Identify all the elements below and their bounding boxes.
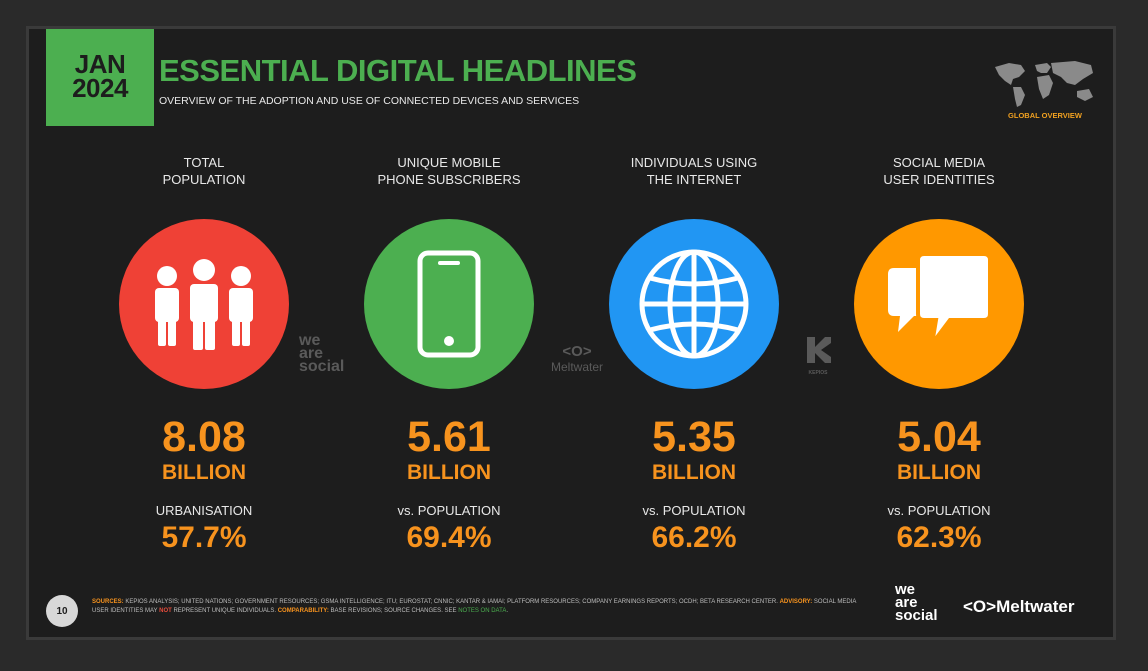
stat-sub-value: 66.2% [651, 521, 737, 554]
watermark-text: are [299, 345, 324, 362]
stat-social-media-users: SOCIAL MEDIA USER IDENTITIES 5.04 BILLIO… [824, 154, 1054, 555]
notes-end: . [506, 608, 508, 614]
stat-mobile-subscribers: UNIQUE MOBILE PHONE SUBSCRIBERS 5.61 BIL… [334, 154, 564, 555]
comparability-label: COMPARABILITY: [277, 608, 329, 614]
stat-sub-value: 62.3% [896, 521, 982, 554]
stat-heading: SOCIAL MEDIA USER IDENTITIES [824, 154, 1054, 190]
stat-heading-line: POPULATION [162, 172, 246, 187]
stat-sub-value: 69.4% [406, 521, 492, 554]
stat-heading: UNIQUE MOBILE PHONE SUBSCRIBERS [334, 154, 564, 190]
stat-heading-line: PHONE SUBSCRIBERS [377, 172, 521, 187]
brand-text: social [895, 607, 938, 624]
brand-text: are [895, 594, 918, 611]
people-icon [119, 219, 289, 389]
watermark-text: KEPIOS [808, 370, 828, 376]
footer-sources: SOURCES: KEPIOS ANALYSIS; UNITED NATIONS… [92, 598, 872, 616]
stat-unit: BILLION [162, 461, 246, 484]
advisory-label: ADVISORY: [779, 599, 813, 605]
stat-sub-value: 57.7% [161, 521, 247, 554]
kepios-watermark: KEPIOS [803, 335, 833, 376]
stat-unit: BILLION [407, 461, 491, 484]
date-year: 2024 [72, 73, 128, 103]
stat-internet-users: INDIVIDUALS USING THE INTERNET 5.35 BILL… [579, 154, 809, 555]
notes-on-data-link[interactable]: NOTES ON DATA [458, 608, 507, 614]
meltwater-watermark: <O> Meltwater [537, 343, 617, 374]
mobile-phone-icon [364, 219, 534, 389]
stat-heading-line: INDIVIDUALS USING [630, 155, 758, 170]
kepios-logo-icon [807, 337, 831, 363]
stat-total-population: TOTAL POPULATION [89, 154, 319, 555]
watermark-text: Meltwater [550, 360, 603, 374]
stat-value: 8.08 [162, 413, 246, 461]
comparability-text: BASE REVISIONS; SOURCE CHANGES. SEE [328, 608, 459, 614]
world-map-icon [995, 61, 1093, 107]
stat-heading-line: USER IDENTITIES [883, 172, 995, 187]
sources-text: KEPIOS ANALYSIS; UNITED NATIONS; GOVERNM… [123, 599, 780, 605]
stat-sub-label: URBANISATION [155, 503, 253, 518]
slide: JAN 2024 ESSENTIAL DIGITAL HEADLINES OVE… [26, 26, 1116, 640]
meltwater-logo: <O>Meltwater [963, 597, 1075, 616]
stat-sub-label: vs. POPULATION [642, 503, 746, 518]
stat-value: 5.61 [407, 413, 491, 461]
watermark-text: social [299, 358, 345, 375]
stat-sub-label: vs. POPULATION [887, 503, 991, 518]
meltwater-symbol-icon: <O> [562, 343, 592, 360]
stat-heading-line: SOCIAL MEDIA [893, 155, 985, 170]
stat-heading-line: UNIQUE MOBILE [397, 155, 501, 170]
advisory-text: SOCIAL MEDIA USER IDENTITIES MAY [92, 599, 857, 614]
global-overview-label: GLOBAL OVERVIEW [1008, 111, 1082, 120]
globe-icon [609, 219, 779, 389]
advisory-text: REPRESENT UNIQUE INDIVIDUALS. [171, 608, 278, 614]
chat-bubbles-icon [854, 219, 1024, 389]
wearesocial-watermark: we are social [299, 332, 345, 375]
date-month: JAN [74, 49, 126, 79]
watermark-text: we [299, 332, 321, 349]
stat-value: 5.04 [897, 413, 981, 461]
stat-sub-label: vs. POPULATION [397, 503, 501, 518]
stat-unit: BILLION [652, 461, 736, 484]
stat-unit: BILLION [897, 461, 981, 484]
stat-heading-line: THE INTERNET [646, 172, 742, 187]
date-badge: JAN 2024 [46, 29, 154, 126]
wearesocial-logo: we are social [895, 581, 938, 624]
brand-text: we [895, 581, 916, 598]
stat-heading: INDIVIDUALS USING THE INTERNET [579, 154, 809, 190]
advisory-not: NOT [159, 608, 172, 614]
page-title: ESSENTIAL DIGITAL HEADLINES [159, 53, 637, 88]
page-subtitle: OVERVIEW OF THE ADOPTION AND USE OF CONN… [159, 95, 580, 107]
stat-value: 5.35 [652, 413, 736, 461]
stat-heading: TOTAL POPULATION [89, 154, 319, 190]
sources-label: SOURCES: [92, 599, 124, 605]
stat-heading-line: TOTAL [183, 155, 225, 170]
page-number: 10 [46, 595, 78, 627]
